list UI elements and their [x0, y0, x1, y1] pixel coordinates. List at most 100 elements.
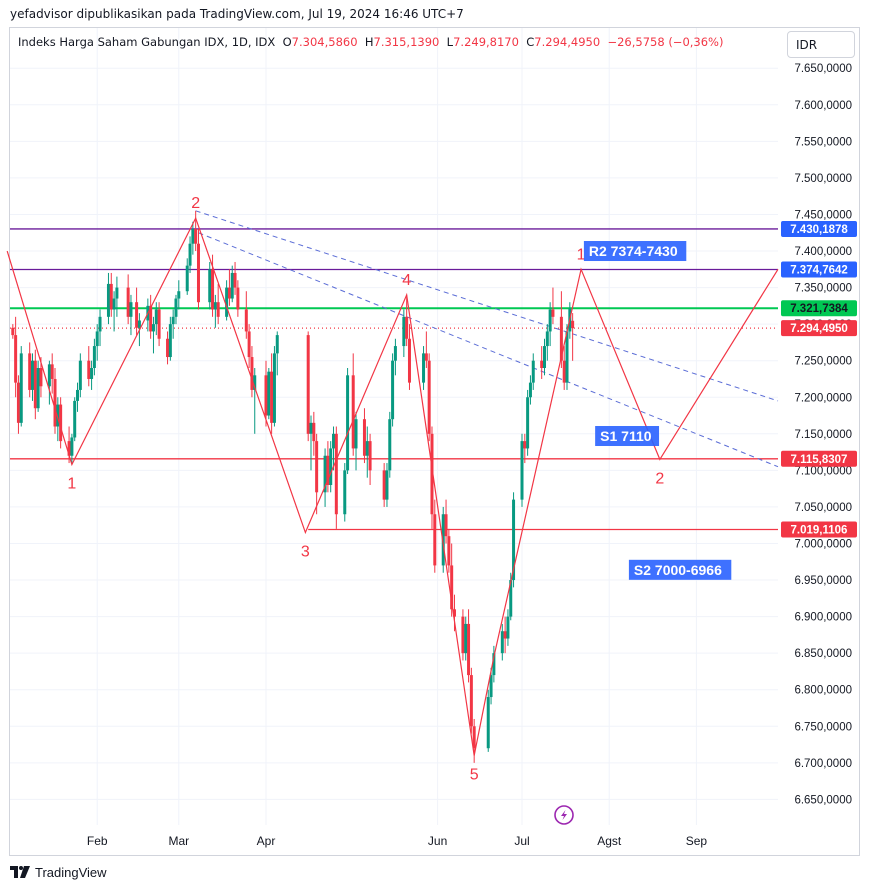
candle-body: [233, 272, 237, 288]
candle-body: [137, 320, 141, 328]
candle-body: [129, 302, 133, 317]
level-tag-label: 7.430,1878: [790, 224, 848, 236]
candle-body: [168, 324, 172, 358]
candle-body: [250, 357, 254, 390]
chart-frame: [9, 27, 860, 856]
candle-body: [354, 419, 358, 449]
level-tag: [781, 300, 857, 317]
legend-title: Indeks Harga Saham Gabungan IDX, 1D, IDX: [18, 35, 276, 49]
candle-body: [526, 397, 530, 449]
candle-body: [157, 309, 161, 339]
legend-low-value: 7.249,8170: [453, 35, 519, 49]
candle-body: [151, 324, 155, 332]
candle-body: [509, 580, 513, 617]
candle-body: [562, 360, 566, 383]
candle-body: [67, 441, 71, 456]
candle-body: [424, 353, 428, 361]
annotation-box: [595, 426, 660, 447]
trendline: [198, 232, 779, 468]
replay-icon-group: [554, 805, 574, 825]
y-tick-label: 7.450,0000: [794, 209, 852, 221]
candle-body: [50, 364, 54, 379]
x-tick-label: Jun: [428, 834, 447, 848]
legend-open-label: O: [282, 35, 292, 49]
candle-body: [444, 514, 448, 537]
candle-body: [154, 309, 158, 325]
candle-body: [368, 441, 372, 471]
level-tag: [781, 320, 857, 337]
candle-body: [315, 441, 319, 493]
candle-body: [11, 327, 15, 336]
y-tick-label: 6.850,0000: [794, 648, 852, 660]
candle-body: [106, 283, 110, 317]
candle-body: [472, 726, 476, 749]
candle-body: [213, 302, 217, 310]
candle-body: [188, 243, 192, 266]
candle-body: [422, 353, 426, 383]
grid: [10, 28, 778, 825]
candle-body: [545, 331, 549, 347]
legend-high-value: 7.315,1390: [373, 35, 440, 49]
candle-body: [166, 338, 170, 358]
level-tag-label: 7.321,7384: [790, 303, 848, 315]
y-tick-label: 7.000,0000: [794, 538, 852, 550]
candle-body: [500, 631, 504, 654]
candle-body: [559, 316, 563, 361]
wave-label: 2: [655, 470, 664, 487]
candle-body: [76, 389, 80, 401]
candle-body: [115, 287, 119, 299]
level-tag-label: 7.294,4950: [790, 323, 848, 335]
annotation-box: [583, 241, 687, 262]
candle-body: [323, 455, 327, 493]
lightning-icon: [561, 810, 567, 820]
y-tick-label: 6.650,0000: [794, 794, 852, 806]
currency-button[interactable]: IDR: [787, 31, 855, 58]
candle-body: [171, 316, 175, 325]
candle-body: [98, 316, 102, 332]
level-tag: [781, 261, 857, 278]
y-tick-label: 7.550,0000: [794, 136, 852, 148]
y-tick-label: 7.200,0000: [794, 392, 852, 404]
legend-low-label: L: [446, 35, 454, 49]
candle-body: [551, 309, 555, 317]
candle-body: [329, 448, 333, 485]
candle-body: [548, 309, 552, 332]
candle-body: [433, 514, 437, 566]
legend-open-value: 7.304,5860: [291, 35, 358, 49]
candle-body: [225, 287, 229, 317]
candle-body: [149, 305, 153, 332]
candle-body: [351, 375, 355, 449]
publisher-line: yefadvisor dipublikasikan pada TradingVi…: [10, 7, 464, 21]
y-tick-label: 6.700,0000: [794, 758, 852, 770]
y-tick-label: 7.500,0000: [794, 173, 852, 185]
candle-body: [405, 316, 409, 339]
candle-body: [216, 302, 220, 317]
annotation-label: R2 7374-7430: [589, 243, 678, 259]
y-tick-label: 7.100,0000: [794, 465, 852, 477]
candle-body: [461, 616, 465, 654]
candle-body: [264, 375, 268, 416]
footer-brand: TradingView: [35, 864, 107, 880]
candle-body: [227, 287, 231, 299]
trendlines: [195, 210, 779, 468]
elliott-wave-line: [6, 216, 779, 756]
x-tick-label: Jul: [514, 834, 529, 848]
y-tick-label: 7.150,0000: [794, 429, 852, 441]
y-tick-label: 6.750,0000: [794, 721, 852, 733]
candle-body: [47, 364, 51, 387]
level-tag-label: 7.019,1106: [791, 525, 848, 537]
candles: [11, 210, 575, 763]
candle-body: [334, 433, 338, 515]
candle-body: [382, 470, 386, 500]
candle-body: [486, 697, 490, 749]
candle-body: [571, 320, 575, 329]
candle-body: [540, 360, 544, 369]
candle-body: [565, 331, 569, 383]
level-tag: [781, 220, 857, 237]
candle-body: [267, 371, 271, 416]
candle-body: [95, 331, 99, 347]
level-tag: [781, 450, 857, 467]
price-tags: 7.430,1878 7.374,7642 7.321,7384 7.294,4950…: [781, 220, 857, 538]
y-tick-label: 7.350,0000: [794, 283, 852, 295]
